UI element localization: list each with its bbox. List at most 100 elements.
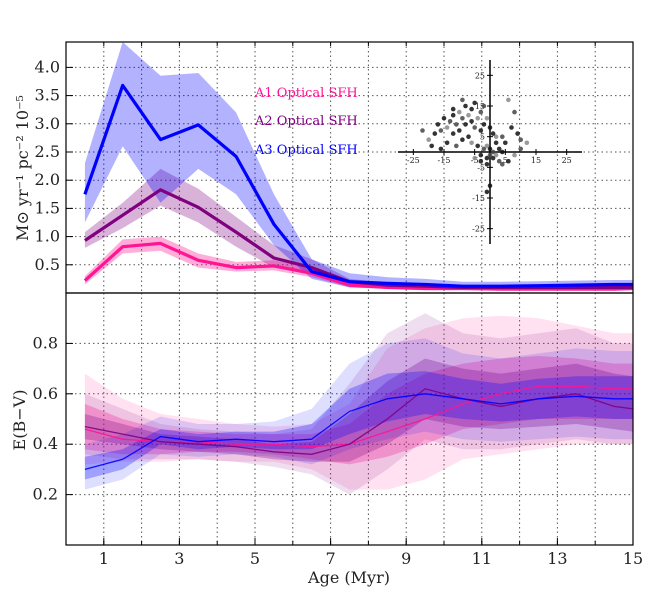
inset-point — [478, 128, 484, 133]
inset-point — [509, 125, 514, 130]
top-y-ticks: 0.5 1.0 1.5 2.0 2.5 3.0 3.5 4.0 — [35, 57, 73, 274]
inset-y-tick-label: 5 — [480, 133, 485, 142]
inset-point — [493, 152, 499, 158]
bottom-bands — [84, 313, 633, 495]
inset-point — [469, 140, 474, 146]
bottom-y-axis-label: E(B−V) — [10, 390, 29, 451]
inset-point — [490, 155, 496, 161]
inset-point — [506, 97, 511, 103]
inset-point — [512, 152, 517, 158]
ebv-inner-band-a2 — [84, 358, 633, 462]
legend-a3-label: A3 Optical SFH — [254, 143, 358, 158]
inset-point — [481, 122, 487, 127]
top-y-tick-label: 4.0 — [35, 57, 60, 76]
top-y-tick-label: 1.0 — [35, 227, 60, 246]
inset-scatter: -25 -15 -5 5 15 25 25 15 5 -5 -15 -25 — [398, 60, 582, 244]
x-axis-label: Age (Myr) — [307, 568, 390, 587]
inset-point — [484, 189, 490, 195]
top-y-tick-label: 3.5 — [35, 86, 60, 105]
bottom-y-ticks: 0.2 0.4 0.6 0.8 — [33, 333, 73, 504]
inset-point — [490, 149, 496, 155]
inset-point — [454, 143, 459, 149]
inset-point — [460, 116, 465, 121]
inset-point — [503, 140, 508, 146]
sfh-line-a1 — [83, 241, 634, 291]
inset-y-tick-label: 25 — [475, 71, 485, 80]
inset-point — [506, 158, 511, 164]
inset-point — [490, 131, 496, 136]
bottom-y-tick-label: 0.8 — [33, 333, 58, 352]
top-y-tick-label: 0.5 — [35, 255, 60, 274]
top-grid — [66, 42, 634, 293]
sfh-line-a3 — [83, 83, 633, 288]
inset-point — [429, 143, 435, 149]
inset-x-tick-label: 5 — [503, 156, 508, 165]
inset-x-tick-label: 25 — [562, 156, 572, 165]
top-panel: 0.5 1.0 1.5 2.0 2.5 3.0 3.5 4.0 M⊙ yr⁻¹ pc⁻² 10… — [13, 41, 634, 294]
inset-x-tick-label: -5 — [471, 156, 479, 165]
inset-point — [466, 112, 471, 118]
inset-point — [438, 146, 444, 152]
top-y-tick-label: 1.5 — [35, 198, 60, 217]
x-tick-label: 7 — [326, 549, 336, 568]
ebv-outer-band-a2 — [84, 313, 633, 495]
inset-point — [481, 146, 487, 152]
bottom-lines — [84, 385, 634, 471]
ebv-line-a1 — [84, 385, 633, 448]
bottom-panel: 0.20.40.60.8 1 3 5 7 9 11 13 15 E(B−V) Age (Myr… — [10, 292, 643, 587]
ebv-outer-band-a3 — [84, 338, 633, 490]
inset-point — [463, 122, 468, 127]
inset-x-tick-label: -15 — [438, 156, 451, 165]
inset-point — [481, 103, 487, 109]
x-tick-label: 5 — [250, 549, 260, 568]
inset-point — [500, 162, 505, 167]
x-tick-label: 1 — [99, 549, 109, 568]
inset-point — [484, 155, 490, 161]
inset-point — [487, 183, 493, 188]
inset-point — [500, 149, 505, 155]
inset-point — [472, 155, 478, 161]
inset-point — [496, 158, 502, 164]
inset-point — [435, 122, 441, 127]
inset-point — [447, 119, 453, 124]
inset-point — [444, 125, 450, 130]
inset-point — [478, 158, 484, 164]
inset-point — [438, 128, 444, 133]
inset-point — [512, 109, 517, 115]
inset-point — [487, 146, 493, 152]
legend-a2-label: A2 Optical SFH — [254, 114, 358, 129]
x-tick-label: 15 — [623, 549, 643, 568]
inset-y-tick-label: -25 — [472, 225, 485, 234]
inset-point — [484, 143, 490, 149]
top-y-tick-label: 3.0 — [35, 114, 60, 133]
inset-point — [457, 109, 462, 115]
inset-point — [472, 125, 478, 130]
inset-point — [463, 103, 468, 109]
top-y-axis-label: M⊙ yr⁻¹ pc⁻² 10⁻⁵ — [13, 95, 32, 241]
bottom-y-tick-label: 0.2 — [33, 485, 58, 504]
inset-point — [493, 140, 499, 146]
bottom-y-tick-label: 0.4 — [33, 434, 58, 453]
inset-point — [432, 131, 438, 136]
x-tick-label: 11 — [472, 549, 492, 568]
inset-point — [478, 152, 484, 158]
top-lines — [83, 83, 634, 291]
inset-point — [454, 122, 459, 127]
inset-x-tick-label: 15 — [531, 156, 541, 165]
ebv-inner-band-a1 — [84, 356, 633, 465]
inset-point — [441, 116, 447, 121]
inset-point — [524, 140, 530, 146]
inset-point — [518, 137, 523, 142]
top-y-tick-label: 2.0 — [35, 170, 60, 189]
inset-point — [444, 140, 450, 146]
sfh-band-a3 — [84, 42, 633, 290]
inset-point — [420, 128, 425, 133]
inset-point — [496, 146, 502, 152]
inset-point — [472, 100, 478, 106]
top-y-tick-label: 2.5 — [35, 142, 60, 161]
inset-point — [484, 162, 490, 167]
inset-point — [460, 137, 465, 142]
inset-point — [450, 112, 456, 118]
bottom-x-ticks: 1 3 5 7 9 11 13 15 — [99, 538, 643, 568]
sfh-band-a1 — [84, 236, 633, 291]
